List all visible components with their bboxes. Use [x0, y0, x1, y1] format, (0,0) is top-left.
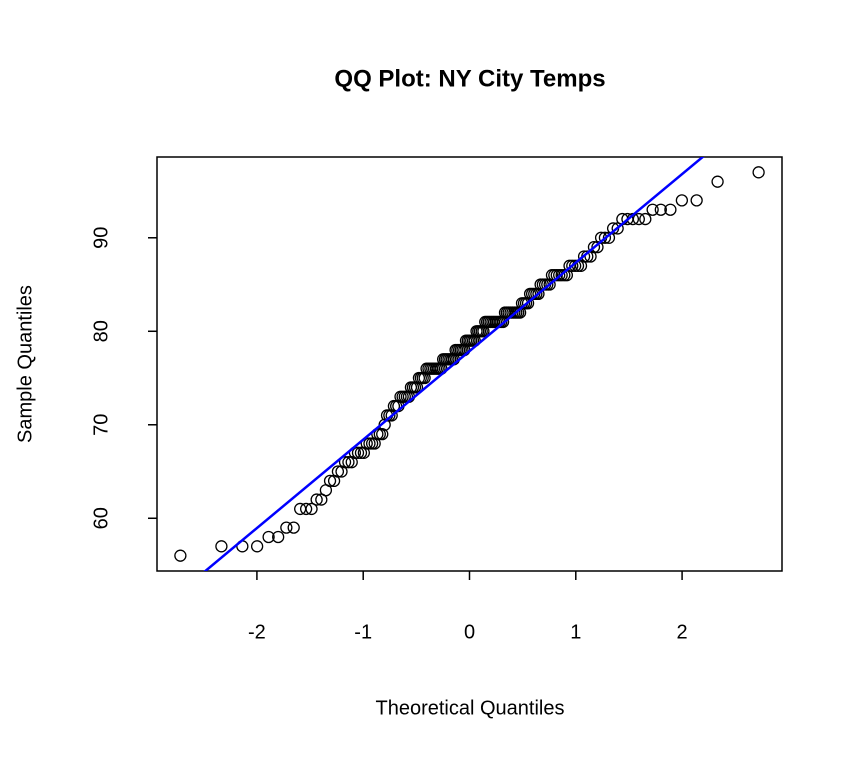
- reference-line: [203, 157, 705, 571]
- point: [632, 212, 645, 226]
- point: [675, 194, 689, 207]
- point: [639, 212, 652, 226]
- point: [566, 259, 579, 272]
- point: [310, 493, 323, 506]
- x-tick-label: -1: [354, 621, 372, 643]
- point: [711, 175, 724, 188]
- point: [215, 540, 228, 553]
- plot-frame: [156, 156, 783, 572]
- point: [338, 456, 352, 469]
- point: [174, 549, 187, 562]
- point: [305, 502, 318, 516]
- point: [262, 530, 275, 544]
- point: [250, 540, 264, 553]
- point: [331, 465, 345, 478]
- y-axis-label: Sample Quantiles: [14, 285, 36, 443]
- point: [664, 203, 677, 216]
- point: [752, 166, 765, 179]
- point: [598, 231, 612, 244]
- y-tick-label: 80: [90, 320, 112, 342]
- point: [376, 427, 389, 441]
- point: [577, 250, 591, 263]
- point: [646, 203, 659, 216]
- point: [354, 446, 368, 459]
- point: [351, 446, 365, 459]
- point: [357, 446, 370, 459]
- y-tick-label: 70: [90, 414, 112, 436]
- x-tick-label: 0: [464, 621, 475, 643]
- point: [280, 521, 293, 534]
- point: [323, 474, 337, 488]
- point: [287, 521, 300, 534]
- point: [690, 194, 703, 207]
- x-tick-label: 1: [570, 621, 581, 643]
- y-tick-label: 90: [90, 227, 112, 249]
- y-tick-label: 60: [90, 507, 112, 529]
- point: [299, 502, 313, 516]
- point: [569, 259, 582, 272]
- point: [654, 203, 667, 216]
- x-tick-label: 2: [677, 621, 688, 643]
- x-axis-label: Theoretical Quantiles: [376, 697, 565, 719]
- chart-title: QQ Plot: NY City Temps: [334, 65, 605, 92]
- point: [587, 240, 601, 254]
- point: [342, 456, 355, 469]
- point: [368, 437, 381, 450]
- point: [272, 530, 285, 544]
- x-tick-label: -2: [248, 621, 266, 643]
